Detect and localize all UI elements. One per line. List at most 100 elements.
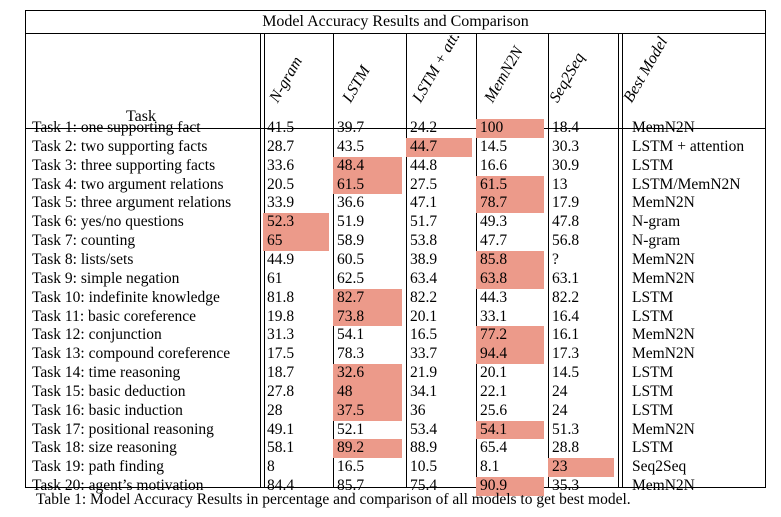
task-cell: Task 3: three supporting facts bbox=[32, 156, 216, 174]
score-cell: 78.3 bbox=[337, 345, 365, 363]
score-cell: 61.5 bbox=[333, 175, 402, 195]
score-cell: 52.3 bbox=[263, 213, 329, 233]
score-cell: 77.2 bbox=[476, 326, 544, 346]
score-cell: 33.7 bbox=[410, 345, 438, 363]
score-cell: 63.8 bbox=[476, 269, 544, 289]
header-seq2seq: Seq2Seq bbox=[546, 50, 589, 106]
score-cell: 28.8 bbox=[552, 439, 580, 457]
header-memn2n: MemN2N bbox=[481, 43, 527, 106]
best-model-cell: MemN2N bbox=[632, 250, 695, 268]
score-cell: 78.7 bbox=[476, 194, 544, 214]
table-row: Task 16: basic induction 28 37.5 36 25.6 24 LS… bbox=[26, 401, 765, 421]
table-row: Task 20: agent’s motivation 84.4 85.7 75.4 9… bbox=[26, 477, 765, 497]
table-row: Task 18: size reasoning 58.1 89.2 88.9 65.4 2… bbox=[26, 439, 765, 459]
best-model-cell: LSTM/MemN2N bbox=[632, 175, 741, 193]
task-cell: Task 8: lists/sets bbox=[32, 250, 134, 268]
score-cell: 47.8 bbox=[552, 213, 580, 231]
score-cell: 82.7 bbox=[333, 288, 402, 308]
best-model-cell: LSTM bbox=[632, 307, 674, 325]
best-model-cell: LSTM bbox=[632, 439, 674, 457]
score-cell: 48 bbox=[333, 382, 402, 402]
table-row: Task 10: indefinite knowledge 81.8 82.7 82.… bbox=[26, 288, 765, 308]
score-cell: 41.5 bbox=[267, 119, 295, 136]
task-cell: Task 14: time reasoning bbox=[32, 364, 181, 382]
score-cell: 20.1 bbox=[480, 364, 508, 382]
score-cell: 58.1 bbox=[267, 439, 295, 457]
score-cell: 48.4 bbox=[333, 156, 402, 176]
best-model-cell: N-gram bbox=[632, 213, 681, 231]
score-cell: 16.6 bbox=[480, 156, 508, 174]
score-cell: 49.3 bbox=[480, 213, 508, 231]
score-cell: ? bbox=[552, 250, 559, 268]
table-row: Task 13: compound coreference 17.5 78.3 33.… bbox=[26, 345, 765, 365]
score-cell: 16.4 bbox=[552, 307, 580, 325]
score-cell: 65 bbox=[263, 232, 329, 251]
task-cell: Task 12: conjunction bbox=[32, 326, 162, 344]
score-cell: 85.7 bbox=[337, 477, 365, 495]
header-ngram: N-gram bbox=[266, 53, 307, 106]
column-divider bbox=[618, 33, 623, 487]
score-cell: 52.1 bbox=[337, 420, 365, 438]
score-cell: 30.3 bbox=[552, 137, 580, 155]
score-cell: 85.8 bbox=[476, 250, 544, 270]
best-model-cell: LSTM + attention bbox=[632, 137, 745, 155]
score-cell: 51.9 bbox=[337, 213, 365, 231]
score-cell: 22.1 bbox=[480, 382, 508, 400]
score-cell: 61.5 bbox=[476, 175, 544, 195]
score-cell: 49.1 bbox=[267, 420, 295, 438]
table-title: Model Accuracy Results and Comparison bbox=[26, 11, 765, 34]
table-caption: Table 1: Model Accuracy Results in perce… bbox=[36, 491, 631, 508]
score-cell: 20.1 bbox=[410, 307, 438, 325]
table-row: Task 17: positional reasoning 49.1 52.1 53.… bbox=[26, 420, 765, 440]
score-cell: 23 bbox=[548, 458, 614, 478]
score-cell: 8.1 bbox=[480, 458, 500, 476]
best-model-cell: MemN2N bbox=[632, 269, 695, 287]
task-cell: Task 4: two argument relations bbox=[32, 175, 224, 193]
score-cell: 61 bbox=[267, 269, 283, 287]
score-cell: 20.5 bbox=[267, 175, 295, 193]
table-row: Task 12: conjunction 31.3 54.1 16.5 77.2 16.1… bbox=[26, 326, 765, 346]
header-lstm: LSTM bbox=[339, 63, 374, 106]
task-cell: Task 19: path finding bbox=[32, 458, 164, 476]
task-cell: Task 17: positional reasoning bbox=[32, 420, 214, 438]
score-cell: 28 bbox=[267, 401, 283, 419]
score-cell: 27.5 bbox=[410, 175, 438, 193]
task-cell: Task 10: indefinite knowledge bbox=[32, 288, 220, 306]
table-row: Task 9: simple negation 61 62.5 63.4 63.8 63.… bbox=[26, 269, 765, 289]
score-cell: 14.5 bbox=[480, 137, 508, 155]
task-cell: Task 15: basic deduction bbox=[32, 382, 186, 400]
score-cell: 36 bbox=[410, 401, 426, 419]
score-cell: 51.3 bbox=[552, 420, 580, 438]
best-model-cell: LSTM bbox=[632, 382, 674, 400]
score-cell: 44.3 bbox=[480, 288, 508, 306]
task-cell: Task 6: yes/no questions bbox=[32, 213, 184, 231]
table-row: Task 3: three supporting facts 33.6 48.4 44… bbox=[26, 156, 765, 176]
best-model-cell: N-gram bbox=[632, 232, 681, 250]
best-model-cell: LSTM bbox=[632, 401, 674, 419]
score-cell: 44.7 bbox=[406, 137, 472, 157]
table-row: Task 4: two argument relations 20.5 61.5 27… bbox=[26, 175, 765, 195]
task-header: Task bbox=[126, 108, 156, 125]
header-best-model: Best Model bbox=[620, 34, 672, 106]
score-cell: 19.8 bbox=[267, 307, 295, 325]
score-cell: 36.6 bbox=[337, 194, 365, 212]
best-model-cell: LSTM bbox=[632, 288, 674, 306]
task-cell: Task 9: simple negation bbox=[32, 269, 180, 287]
task-cell: Task 18: size reasoning bbox=[32, 439, 177, 457]
score-cell: 58.9 bbox=[337, 232, 365, 250]
score-cell: 17.3 bbox=[552, 345, 580, 363]
best-model-cell: MemN2N bbox=[632, 420, 695, 438]
table-row: Task 8: lists/sets 44.9 60.5 38.9 85.8? MemN2… bbox=[26, 250, 765, 270]
score-cell: 73.8 bbox=[333, 307, 402, 327]
table-row: Task 2: two supporting facts 28.7 43.5 44.7… bbox=[26, 137, 765, 157]
column-divider bbox=[333, 33, 334, 487]
score-cell: 54.1 bbox=[476, 420, 544, 440]
score-cell: 14.5 bbox=[552, 364, 580, 382]
table-row: Task 5: three argument relations 33.9 36.6… bbox=[26, 194, 765, 214]
score-cell: 60.5 bbox=[337, 250, 365, 268]
table-row: Task 1: one supporting fact 41.5 39.7 24.2 1… bbox=[26, 119, 765, 138]
score-cell: 75.4 bbox=[410, 477, 438, 495]
task-cell: Task 20: agent’s motivation bbox=[32, 477, 204, 495]
column-divider bbox=[260, 33, 265, 487]
score-cell: 27.8 bbox=[267, 382, 295, 400]
